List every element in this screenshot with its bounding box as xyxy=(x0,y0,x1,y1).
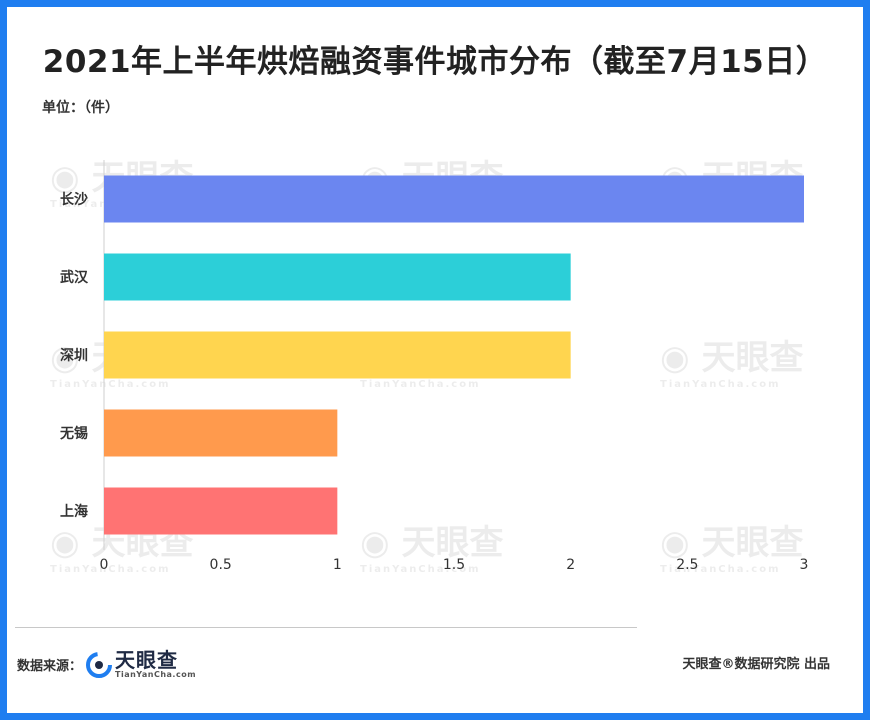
category-label: 武汉 xyxy=(60,269,89,286)
bar-0 xyxy=(104,175,804,223)
x-tick-label: 3 xyxy=(800,557,809,573)
category-label: 上海 xyxy=(60,503,88,520)
source-label: 数据来源： xyxy=(17,659,83,674)
category-label: 深圳 xyxy=(60,347,88,364)
brand-domain: TianYanCha.com xyxy=(115,670,197,679)
x-tick-label: 2.5 xyxy=(676,557,698,573)
x-tick-label: 0.5 xyxy=(210,557,232,573)
footer-divider xyxy=(15,627,637,628)
brand-name: 天眼查 xyxy=(115,648,179,672)
x-tick-label: 1.5 xyxy=(443,557,465,573)
bar-1 xyxy=(104,253,571,301)
chart-title: 2021年上半年烘焙融资事件城市分布（截至7月15日） xyxy=(42,44,828,80)
unit-label: 单位：（件） xyxy=(42,100,119,116)
footer-credit: 天眼查®数据研究院 出品 xyxy=(682,657,830,672)
x-tick-label: 2 xyxy=(566,557,575,573)
category-label: 无锡 xyxy=(59,425,88,442)
category-label: 长沙 xyxy=(60,191,88,208)
bar-2 xyxy=(104,331,571,379)
bar-4 xyxy=(104,487,338,535)
data-source: 数据来源： 天眼查 TianYanCha.com xyxy=(17,650,196,679)
tianyancha-logo-icon xyxy=(86,651,113,678)
x-tick-label: 1 xyxy=(333,557,342,573)
brand-logo: 天眼查 TianYanCha.com xyxy=(86,650,196,679)
bar-3 xyxy=(104,409,338,457)
x-tick-label: 0 xyxy=(100,557,109,573)
